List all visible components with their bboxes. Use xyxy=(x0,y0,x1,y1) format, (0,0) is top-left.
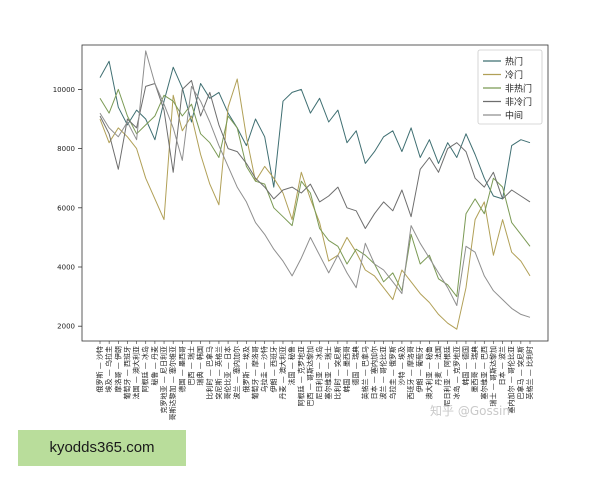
legend-label: 非热门 xyxy=(505,83,532,95)
x-tick-label: 巴西 — 瑞士 xyxy=(186,346,195,385)
x-tick-label: 摩洛哥 — 伊朗 xyxy=(113,346,122,392)
x-tick-label: 波兰 — 塞内加尔 xyxy=(232,346,241,399)
x-tick-label: 葡萄牙 — 西班牙 xyxy=(122,346,131,399)
legend-label: 非冷门 xyxy=(505,96,532,108)
x-tick-label: 埃及 — 乌拉圭 xyxy=(104,346,113,392)
x-tick-label: 巴西 — 哥斯达黎加 xyxy=(305,346,314,406)
x-tick-label: 比利时 — 突尼斯 xyxy=(333,346,342,399)
y-tick-label: 8000 xyxy=(57,145,75,153)
x-axis: 俄罗斯 — 沙特 埃及 — 乌拉圭 摩洛哥 — 伊朗 葡萄牙 — 西班牙 法国 — 澳大… xyxy=(95,341,534,420)
x-tick-label: 冰岛 — 克罗地亚 xyxy=(452,346,461,399)
y-tick-label: 6000 xyxy=(57,204,75,212)
x-tick-label: 法国 — 秘鲁 xyxy=(287,346,296,385)
x-tick-label: 伊朗 — 葡萄牙 xyxy=(415,346,424,392)
x-tick-label: 乌拉圭 — 沙特 xyxy=(260,346,269,392)
x-tick-label: 韩国 — 墨西哥 xyxy=(342,346,351,392)
x-tick-label: 塞内加尔 — 哥伦比亚 xyxy=(507,346,516,413)
site-watermark: kyodds365.com xyxy=(18,430,186,466)
legend-label: 中间 xyxy=(505,110,523,122)
y-tick-label: 10000 xyxy=(53,86,75,94)
x-tick-label: 墨西哥 — 瑞典 xyxy=(470,346,479,392)
series-line-5 xyxy=(99,50,531,318)
x-tick-label: 德国 — 瑞典 xyxy=(351,346,360,385)
x-tick-label: 突尼斯 — 英格兰 xyxy=(214,346,223,399)
x-tick-label: 尼日利亚 — 冰岛 xyxy=(315,346,324,399)
x-tick-label: 英格兰 — 巴拿马 xyxy=(360,346,369,399)
x-tick-label: 瑞士 — 哥斯达黎加 xyxy=(488,346,497,406)
x-tick-label: 俄罗斯 — 埃及 xyxy=(241,346,250,392)
x-tick-label: 瑞典 — 韩国 xyxy=(196,346,205,385)
x-tick-label: 克罗地亚 — 尼日利亚 xyxy=(159,346,168,413)
x-tick-label: 丹麦 — 法国 xyxy=(434,346,443,385)
y-tick-label: 4000 xyxy=(57,264,75,272)
x-tick-label: 韩国 — 德国 xyxy=(461,346,470,385)
y-axis: 2000 4000 6000 8000 10000 xyxy=(53,86,82,331)
x-tick-label: 塞尔维亚 — 巴西 xyxy=(479,346,488,399)
x-tick-label: 伊朗 — 西班牙 xyxy=(269,346,278,392)
x-tick-label: 阿根廷 — 冰岛 xyxy=(141,346,150,392)
x-tick-label: 西班牙 — 摩洛哥 xyxy=(406,346,415,399)
x-tick-label: 波兰 — 哥伦比亚 xyxy=(379,346,388,399)
legend-label: 热门 xyxy=(505,56,523,68)
x-tick-label: 乌拉圭 — 俄罗斯 xyxy=(388,346,397,399)
x-tick-label: 日本 — 波兰 xyxy=(498,346,507,385)
x-tick-label: 哥斯达黎加 — 塞尔维亚 xyxy=(168,346,177,420)
series-line-1 xyxy=(99,60,531,200)
legend-box xyxy=(477,49,543,125)
x-tick-label: 秘鲁 — 丹麦 xyxy=(150,346,159,385)
x-tick-label: 法国 — 澳大利亚 xyxy=(132,346,141,399)
x-tick-label: 澳大利亚 — 秘鲁 xyxy=(424,346,433,399)
x-tick-label: 葡萄牙 — 摩洛哥 xyxy=(251,346,260,399)
x-tick-label: 比利时 — 巴拿马 xyxy=(205,346,214,399)
x-tick-label: 丹麦 — 澳大利亚 xyxy=(278,346,287,399)
x-tick-label: 尼日利亚 — 阿根廷 xyxy=(443,346,452,406)
y-tick-label: 2000 xyxy=(57,323,75,331)
x-tick-label: 英格兰 — 比利时 xyxy=(525,346,534,399)
series-lines xyxy=(99,50,531,330)
x-tick-label: 哥伦比亚 — 日本 xyxy=(223,346,232,399)
x-tick-label: 阿根廷 — 克罗地亚 xyxy=(296,346,305,406)
x-tick-label: 巴拿马 — 突尼斯 xyxy=(516,346,525,399)
credit-watermark: 知乎 @Gossin xyxy=(430,404,510,418)
series-line-3 xyxy=(99,88,531,298)
x-tick-label: 沙特 — 埃及 xyxy=(397,346,406,385)
x-tick-label: 德国 — 墨西哥 xyxy=(177,346,186,392)
x-tick-label: 塞尔维亚 — 瑞士 xyxy=(324,346,333,399)
x-tick-label: 俄罗斯 — 沙特 xyxy=(95,346,104,392)
series-line-4 xyxy=(99,80,531,229)
legend-label: 冷门 xyxy=(505,69,523,81)
x-tick-label: 日本 — 塞内加尔 xyxy=(369,346,378,399)
